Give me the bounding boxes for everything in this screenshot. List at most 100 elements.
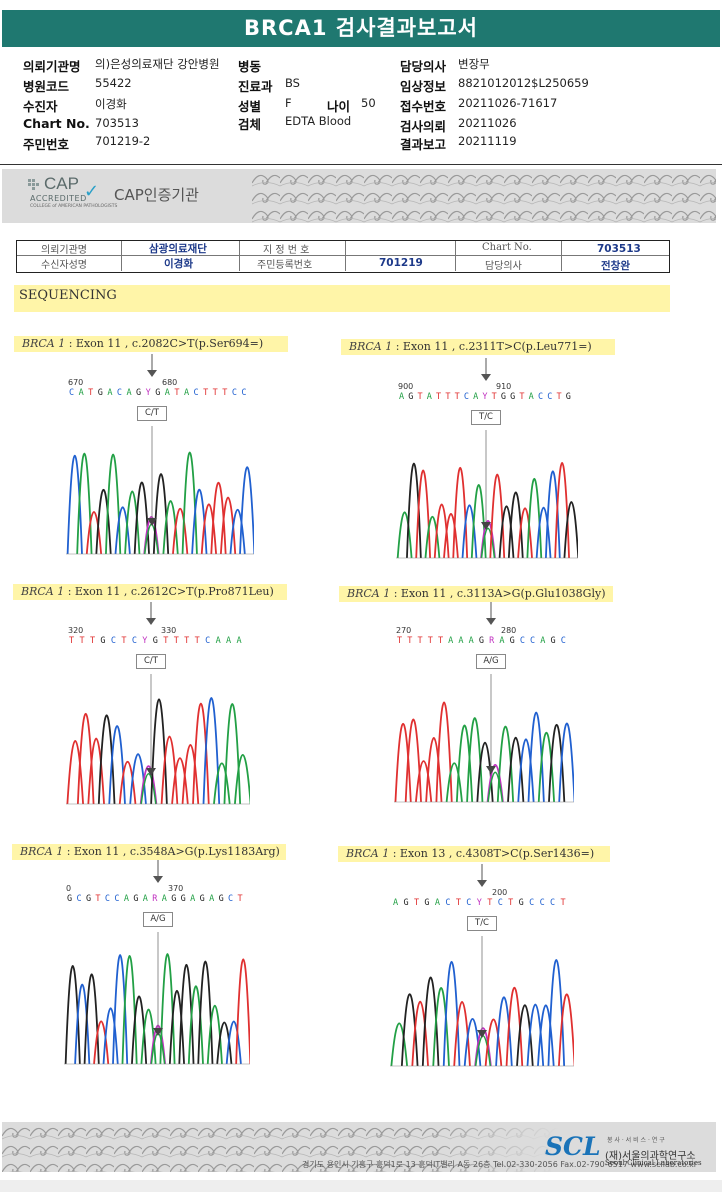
base-letter: C — [530, 636, 536, 646]
base-letter: T — [445, 392, 452, 402]
trace-peak — [406, 462, 422, 559]
receipt-no-label: 접수번호 — [400, 99, 447, 114]
record-doctor-value: 전창완 — [601, 260, 630, 272]
name-value: 이경화 — [164, 258, 193, 270]
base-letter: A — [209, 894, 215, 904]
trace-peak — [433, 503, 450, 559]
base-letter: T — [455, 898, 462, 908]
scl-name: (재)서울의과학연구소 — [605, 1151, 696, 1162]
base-letter: C — [193, 388, 200, 398]
receipt-no-value: 20211026-71617 — [458, 96, 558, 110]
trace-peak — [390, 1022, 408, 1067]
variant-desc: : Exon 11 , c.2082C>T(p.Ser694=) — [65, 337, 264, 350]
trace-peak — [197, 960, 214, 1065]
trace-peak — [112, 954, 129, 1065]
scl-name-en: Seoul Clinical Laboratories — [605, 1159, 702, 1167]
base-letter: R — [489, 636, 495, 646]
base-letter: A — [142, 894, 149, 904]
position-label: 370 — [168, 884, 184, 893]
recipient-value: 이경화 — [95, 97, 127, 111]
trace-peak — [455, 724, 474, 803]
trace-peak — [95, 488, 112, 555]
trace-peak — [396, 511, 413, 559]
trace-peak — [421, 976, 440, 1067]
trace-peak — [229, 508, 246, 555]
specimen-value: EDTA Blood — [285, 114, 352, 128]
trace-peak — [216, 1021, 233, 1065]
base-letter: A — [126, 388, 133, 398]
arrow-down-icon — [153, 1028, 163, 1036]
position-label: 200 — [492, 888, 508, 897]
base-letter: C — [114, 894, 121, 904]
trace-peak — [432, 987, 450, 1067]
trace-peak — [202, 697, 221, 805]
chart-value: 703513 — [95, 116, 139, 130]
footer-address: 경기도 용인시 기흥구 흥덕1로 13 흥덕IT밸리 A동 26층 Tel.02… — [302, 1160, 698, 1169]
report-title: BRCA1 검사결과보고서 — [2, 10, 720, 47]
ref-label: 지 정 번 호 — [263, 245, 310, 256]
base-letter: A — [123, 894, 130, 904]
base-letter: A — [540, 636, 547, 646]
clinical-info-value: 8821012012$L250659 — [458, 76, 589, 90]
trace-peak — [404, 718, 422, 803]
trace-peak — [461, 504, 478, 559]
trace-peak — [517, 507, 533, 559]
id-label: 주민번호 — [23, 137, 70, 152]
variant-label-1: BRCA 1 : Exon 11 , c.2082C>T(p.Ser694=) — [14, 336, 288, 352]
chromatogram-1: 670 680 C A T G A C A G Y G A T A C T T T C C C/T — [66, 378, 254, 558]
trace-peak — [225, 1020, 242, 1065]
variant-desc: : Exon 11 , c.3548A>G(p.Lys1183Arg) — [63, 845, 280, 858]
trace-peak — [139, 765, 158, 805]
trace-peak — [563, 501, 578, 559]
base-letter: R — [152, 894, 159, 904]
base-letter: G — [85, 894, 92, 904]
specimen-label: 검체 — [238, 117, 262, 132]
trace-peak — [97, 714, 116, 805]
genotype-call: T/C — [471, 410, 501, 425]
trace-peak — [102, 1007, 119, 1065]
position-label: 680 — [162, 378, 178, 387]
position-label: 900 — [398, 382, 414, 391]
rrn-value: 701219 — [379, 257, 423, 269]
base-letter: G — [408, 392, 415, 402]
base-letter: T — [560, 898, 567, 908]
base-letter: A — [399, 392, 405, 402]
trace-peak — [558, 993, 574, 1067]
trace-peak — [487, 771, 504, 803]
variant-gene: BRCA 1 — [349, 340, 393, 353]
trace-plot — [64, 932, 250, 1065]
trace-peak — [537, 731, 555, 803]
base-letter: G — [136, 388, 142, 398]
dept-value: BS — [285, 76, 300, 90]
trace-peak — [548, 724, 566, 803]
cap-band: CAP ACCREDITED COLLEGE of AMERICAN PATHO… — [2, 169, 716, 223]
base-letter: A — [161, 894, 168, 904]
position-label: 280 — [501, 626, 517, 635]
base-letter: A — [499, 636, 506, 646]
trace-peak — [234, 753, 250, 805]
trace-peak — [498, 505, 515, 559]
trace-peak — [411, 1000, 429, 1067]
base-letter: A — [434, 898, 441, 908]
ward-label: 병동 — [238, 59, 262, 74]
dept-label: 진료과 — [238, 79, 273, 94]
check-icon: ✓ — [84, 181, 100, 202]
trace-peak — [87, 737, 105, 805]
trace-peak — [415, 760, 433, 803]
base-letter: T — [95, 894, 102, 904]
base-letter: A — [236, 636, 243, 646]
base-letter: T — [454, 392, 461, 402]
scl-tagline: 봉 사 · 서 비 스 · 연 구 — [607, 1137, 665, 1144]
id-value: 701219-2 — [95, 134, 151, 148]
cap-title: CAP인증기관 — [114, 186, 199, 204]
trace-plot — [390, 936, 574, 1067]
base-letter: T — [222, 388, 229, 398]
trace-peak — [162, 500, 179, 555]
doctor-value: 변장무 — [458, 57, 490, 71]
position-label: 0 — [66, 884, 72, 893]
trace-peak — [442, 961, 461, 1067]
trace-plot — [396, 430, 578, 559]
arrow-down-icon — [481, 358, 491, 382]
arrow-down-icon — [147, 518, 157, 526]
record-chart-value: 703513 — [597, 243, 641, 255]
